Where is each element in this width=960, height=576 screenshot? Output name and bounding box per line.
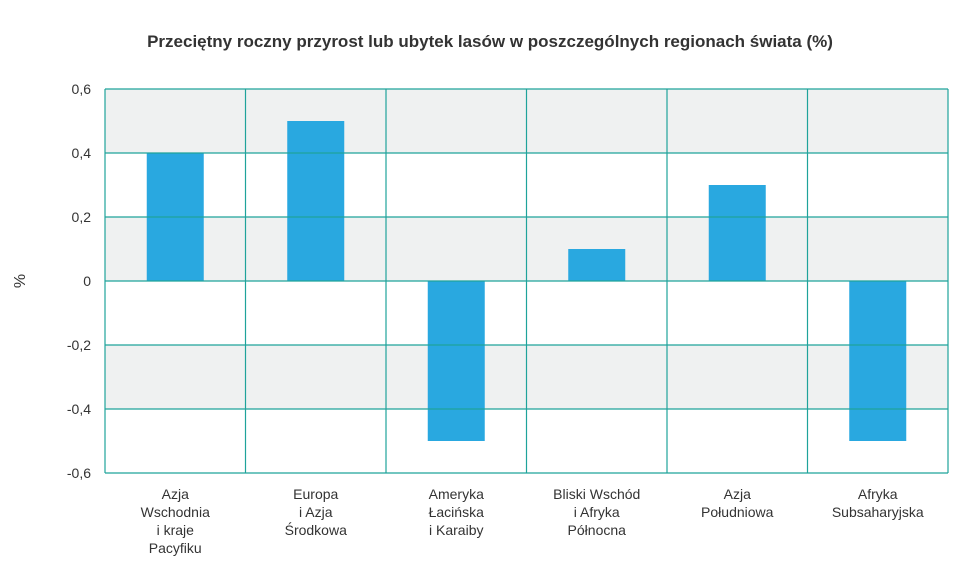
bar — [568, 249, 626, 281]
x-category-label: Azja Wschodnia i kraje Pacyfiku — [141, 486, 210, 556]
bar — [287, 121, 345, 281]
x-category-labels: Azja Wschodnia i kraje Pacyfiku Europa i Azja… — [141, 486, 924, 556]
bar — [708, 185, 766, 281]
grid-lines — [104, 88, 949, 474]
y-tick-label: 0,6 — [72, 81, 92, 97]
x-category-label: Azja Południowa — [701, 486, 774, 520]
x-category-label: Europa i Azja Środkowa — [285, 486, 347, 538]
y-tick-label: 0,4 — [72, 145, 92, 161]
chart-title: Przeciętny roczny przyrost lub ubytek la… — [147, 32, 833, 51]
bar — [427, 281, 485, 441]
y-tick-label: 0 — [83, 273, 91, 289]
y-tick-label: -0,6 — [67, 465, 91, 481]
bars — [146, 121, 907, 441]
x-category-label: Afryka Subsaharyjska — [832, 486, 924, 520]
y-tick-label: 0,2 — [72, 209, 92, 225]
y-tick-labels: 0,6 0,4 0,2 0 -0,2 -0,4 -0,6 — [67, 81, 91, 481]
y-tick-label: -0,2 — [67, 337, 91, 353]
bar — [849, 281, 907, 441]
x-category-label: Bliski Wschód i Afryka Północna — [553, 486, 640, 538]
x-category-label: Ameryka Łacińska i Karaiby — [429, 486, 484, 538]
y-tick-label: -0,4 — [67, 401, 91, 417]
y-axis-label: % — [12, 274, 29, 288]
